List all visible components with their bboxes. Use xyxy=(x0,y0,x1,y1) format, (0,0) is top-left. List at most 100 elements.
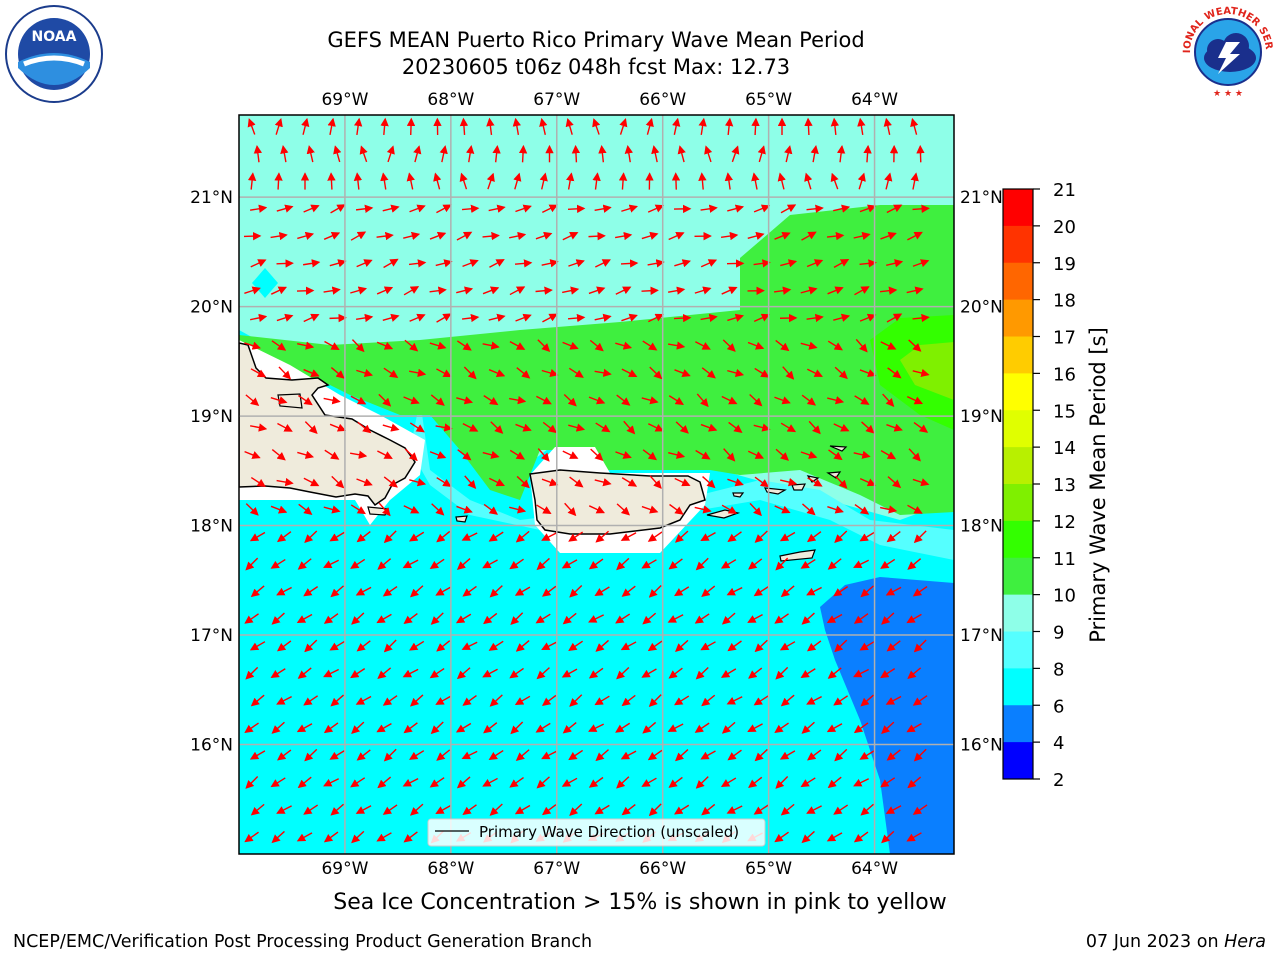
wave-vector xyxy=(456,667,471,680)
wave-vector xyxy=(774,396,791,405)
wave-vector xyxy=(249,641,266,651)
wave-vector xyxy=(406,117,416,136)
wave-vector xyxy=(885,586,902,596)
wave-vector xyxy=(826,723,843,733)
wave-vector xyxy=(349,450,368,459)
anegada-island xyxy=(826,471,842,479)
wave-vector xyxy=(696,393,709,408)
colorbar-ticks: 21 20 19 18 17 16 15 14 13 12 11 10 9 8 6 4 2 xyxy=(1033,180,1076,791)
wave-vector xyxy=(488,204,506,213)
wave-vector xyxy=(694,505,712,514)
wave-vector xyxy=(483,612,498,625)
wave-vector xyxy=(724,117,734,136)
wave-vector xyxy=(297,394,313,406)
wave-vector xyxy=(595,422,611,433)
wave-vector xyxy=(276,531,292,543)
wave-vector xyxy=(459,172,468,190)
wave-vector xyxy=(727,531,742,543)
wave-vector xyxy=(619,118,628,135)
wave-vector xyxy=(271,612,285,625)
wave-vector xyxy=(620,641,637,651)
wave-vector xyxy=(568,259,585,268)
wave-vector xyxy=(535,286,553,295)
wave-vector xyxy=(436,368,452,378)
wave-vector xyxy=(323,396,341,405)
wave-vector xyxy=(250,313,268,323)
wave-vector xyxy=(695,449,711,460)
wave-vector xyxy=(456,231,473,241)
wave-vector xyxy=(330,694,344,707)
wave-vector xyxy=(912,204,930,214)
wave-vector xyxy=(647,259,665,268)
wave-vector xyxy=(906,613,922,624)
wave-vector xyxy=(804,117,813,136)
wave-vector xyxy=(700,750,716,760)
wave-vector xyxy=(461,750,478,760)
lon-tick-label-bottom: 64°W xyxy=(851,859,898,879)
wave-vector xyxy=(590,448,604,462)
wave-vector xyxy=(245,394,260,407)
wave-vector xyxy=(270,668,286,678)
wave-vector xyxy=(673,313,692,323)
wave-vector xyxy=(827,667,842,679)
wave-vector xyxy=(674,695,690,706)
wave-vector xyxy=(512,117,521,136)
wave-vector xyxy=(542,421,557,434)
wave-vector xyxy=(720,777,737,788)
wave-vector xyxy=(331,475,345,489)
wave-vector xyxy=(327,117,336,135)
wave-vector xyxy=(351,612,365,625)
wave-vector xyxy=(303,313,320,323)
wave-vector xyxy=(380,172,389,190)
wave-vector xyxy=(806,586,822,596)
wave-vector xyxy=(668,231,685,241)
wave-vector xyxy=(827,558,842,570)
wave-vector xyxy=(377,558,392,570)
wave-vector xyxy=(298,503,313,515)
wave-vector xyxy=(694,722,710,733)
wave-vector xyxy=(327,172,336,190)
wave-vector xyxy=(615,286,632,295)
wave-vector xyxy=(455,613,472,624)
colorbar-tick-label: 21 xyxy=(1053,180,1076,201)
wave-vector xyxy=(704,145,713,163)
wave-vector xyxy=(304,748,318,762)
colorbar-tick-label: 12 xyxy=(1053,512,1076,533)
wave-vector xyxy=(483,722,498,734)
wave-vector xyxy=(588,723,604,732)
wave-vector xyxy=(382,804,398,815)
wave-vector xyxy=(728,421,743,433)
nws-logo: NATIONAL WEATHER SERVICE ★ ★ ★ xyxy=(1178,2,1276,100)
wave-vector xyxy=(668,450,686,459)
wave-vector xyxy=(727,749,742,761)
lon-tick-label-top: 65°W xyxy=(745,90,792,110)
wave-vector xyxy=(562,450,579,459)
footer-branch: NCEP/EMC/Verification Post Processing Pr… xyxy=(13,932,593,952)
wave-vector xyxy=(430,394,445,406)
wave-vector xyxy=(482,777,498,787)
wave-vector xyxy=(244,286,261,295)
wave-vector xyxy=(859,750,875,760)
wave-vector xyxy=(296,613,313,623)
wave-vector xyxy=(276,204,294,213)
wave-vector xyxy=(615,341,633,350)
wave-vector xyxy=(595,530,609,543)
lat-tick-label-left: 17°N xyxy=(190,626,233,646)
wave-vector xyxy=(806,640,822,652)
wave-vector xyxy=(561,559,578,569)
wave-vector xyxy=(376,286,394,295)
wave-vector xyxy=(859,369,877,377)
wave-vector xyxy=(323,831,339,843)
wave-vector xyxy=(674,804,690,815)
wave-vector xyxy=(827,286,844,295)
wave-vector xyxy=(355,586,372,596)
lat-tick-label-right: 21°N xyxy=(960,188,1003,208)
wave-vector xyxy=(386,145,395,163)
wave-vector xyxy=(647,640,663,652)
wave-vector xyxy=(910,172,919,190)
wave-vector xyxy=(436,313,452,323)
wave-vector xyxy=(886,531,901,543)
wave-vector xyxy=(329,750,345,760)
wave-vector xyxy=(276,749,292,761)
wave-vector xyxy=(462,804,477,816)
